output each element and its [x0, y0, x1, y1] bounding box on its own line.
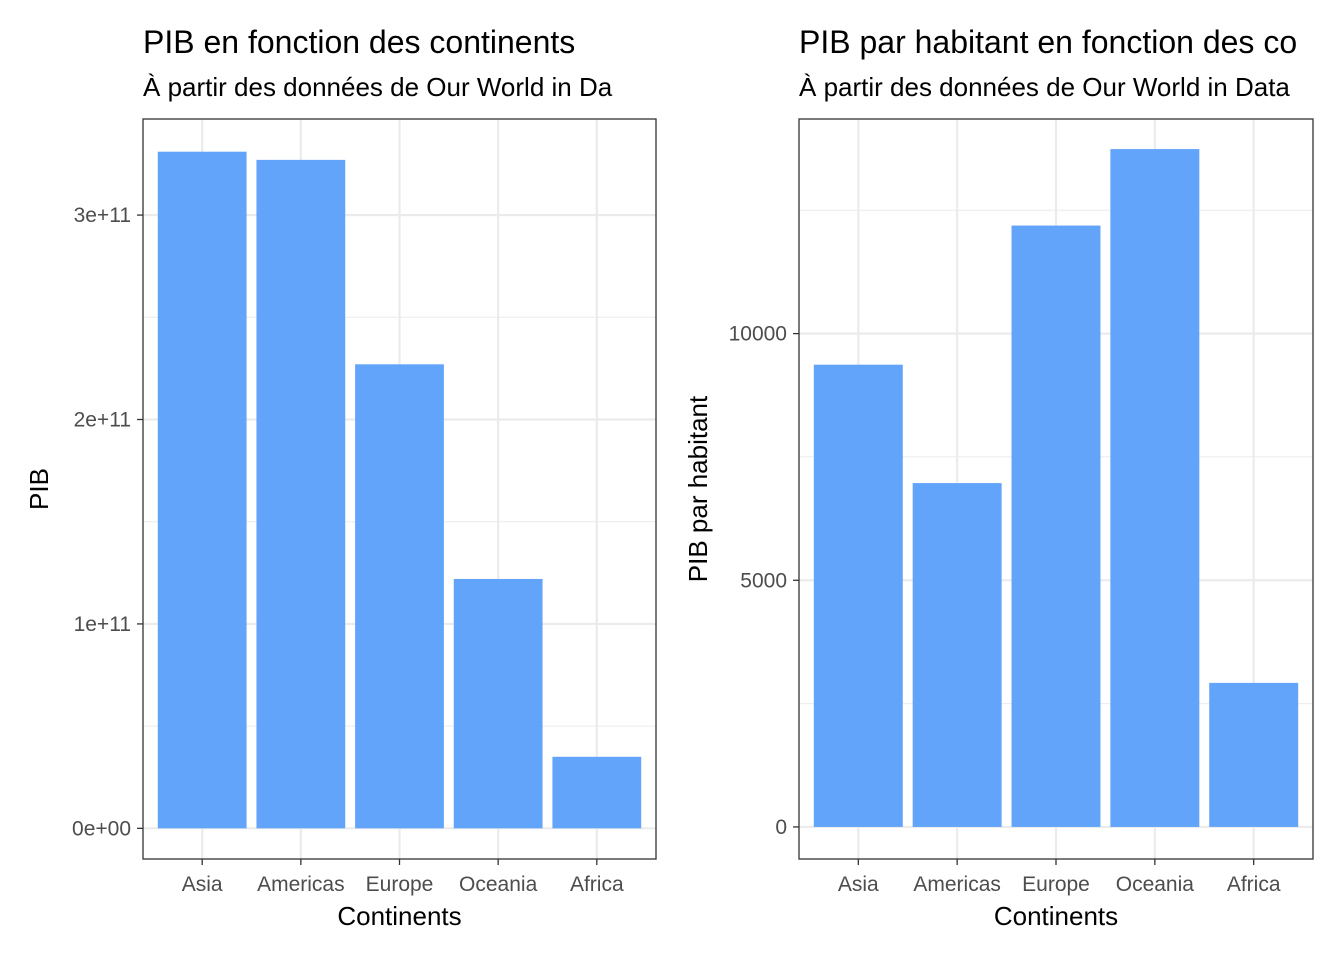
bar-europe: [355, 364, 444, 829]
y-tick-label: 2e+11: [74, 408, 131, 431]
bar-chart-pib-par-habitant: 0 5000 10000 Asia Americas Europe Oceania Afric…: [683, 118, 1314, 931]
x-tick-label: Oceania: [459, 873, 538, 896]
chart-panel-pib-par-habitant: PIB par habitant en fonction des co À pa…: [672, 0, 1344, 960]
x-tick-label: Europe: [1022, 873, 1090, 896]
x-tick-label: Asia: [838, 873, 879, 896]
x-tick-label: Oceania: [1116, 873, 1195, 896]
bar-oceania: [453, 578, 543, 829]
y-tick-label: 1e+11: [74, 613, 131, 636]
x-tick-label: Asia: [182, 873, 223, 896]
y-axis-title: PIB: [24, 468, 54, 510]
bar-americas: [256, 159, 346, 829]
bar-africa: [1209, 682, 1299, 827]
y-tick-label: 0e+00: [72, 817, 131, 840]
chart-subtitle: À partir des données de Our World in Da: [143, 72, 613, 102]
y-tick-label: 10000: [729, 323, 787, 346]
x-tick-label: Europe: [366, 873, 434, 896]
bar-chart-pib: 0e+00 1e+11 2e+11 3e+11 Asia Americas Europe Oc…: [24, 118, 657, 931]
y-tick-label: 5000: [740, 569, 787, 592]
bar-oceania: [1110, 149, 1200, 827]
bar-europe: [1011, 225, 1101, 827]
y-tick-label: 0: [775, 816, 787, 839]
x-tick-label: Americas: [257, 873, 345, 896]
chart-panel-pib: PIB en fonction des continents À partir …: [24, 24, 657, 931]
x-axis-title: Continents: [994, 901, 1118, 931]
x-tick-label: Americas: [913, 873, 1001, 896]
chart-title: PIB par habitant en fonction des co: [799, 24, 1298, 60]
bar-asia: [813, 364, 903, 827]
bar-asia: [157, 151, 247, 829]
x-tick-label: Africa: [570, 873, 624, 896]
bar-americas: [912, 483, 1002, 827]
bar-africa: [552, 756, 642, 829]
x-tick-label: Africa: [1227, 873, 1281, 896]
y-axis-title: PIB par habitant: [683, 395, 713, 582]
chart-title: PIB en fonction des continents: [143, 24, 576, 60]
chart-subtitle: À partir des données de Our World in Dat…: [799, 72, 1290, 102]
y-tick-label: 3e+11: [74, 204, 131, 227]
x-axis-title: Continents: [337, 901, 461, 931]
